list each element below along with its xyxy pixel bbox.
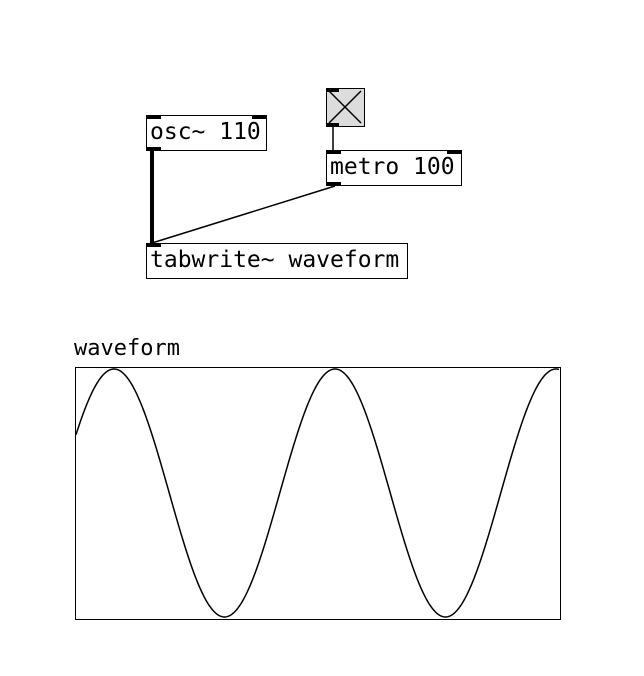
tabwrite-inlet[interactable] [147,243,161,247]
toggle[interactable] [326,88,365,127]
metro-object[interactable]: metro 100 [326,150,462,186]
tabwrite-object[interactable]: tabwrite~ waveform [146,243,408,279]
metro-outlet[interactable] [327,182,341,186]
toggle-x-icon [328,90,362,124]
metro-inlet-left[interactable] [327,150,341,154]
array-graph[interactable] [75,367,561,620]
tabwrite-object-label: tabwrite~ waveform [150,247,400,273]
array-name-label: waveform [74,336,180,361]
toggle-inlet[interactable] [327,88,339,92]
osc-outlet[interactable] [147,147,161,151]
metro-inlet-right[interactable] [447,150,461,154]
waveform-plot [76,368,559,618]
cord-metro-to-tabwrite[interactable] [151,185,336,244]
toggle-outlet[interactable] [327,123,339,127]
metro-object-label: metro 100 [330,154,455,180]
osc-object[interactable]: osc~ 110 [146,115,267,151]
osc-inlet-left[interactable] [147,115,161,119]
osc-object-label: osc~ 110 [150,119,261,145]
waveform-line [76,368,559,618]
osc-inlet-right[interactable] [252,115,266,119]
